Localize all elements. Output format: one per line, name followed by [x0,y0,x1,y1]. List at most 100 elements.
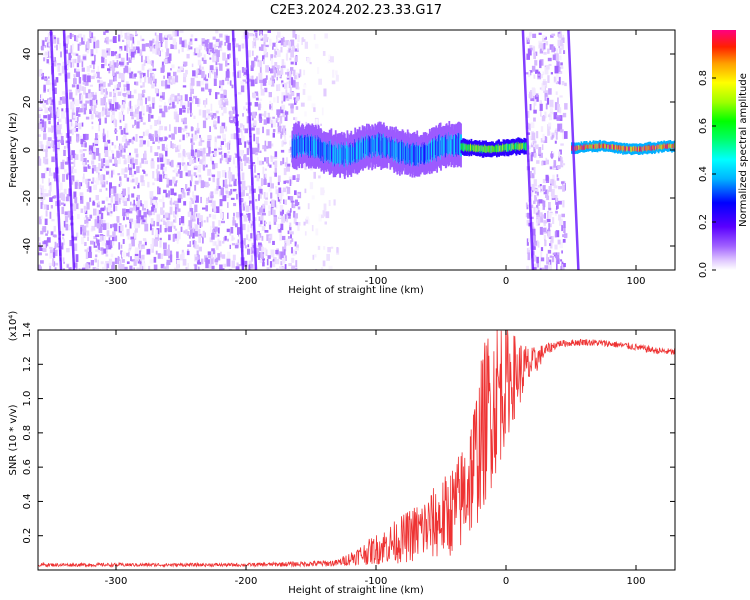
spectrogram-speckle [135,31,137,36]
spectrogram-speckle [38,264,41,270]
spectrogram-speckle [240,81,244,85]
spectrogram-speckle [243,154,247,161]
spectrogram-speckle [240,149,244,156]
spectrogram-speckle [293,210,296,218]
spectrogram-speckle [167,244,170,253]
spectrogram-speckle [526,248,530,254]
spectrogram-speckle [68,267,72,270]
spectrogram-speckle [42,149,47,152]
spectrogram-speckle [82,157,87,165]
spectrogram-speckle [542,38,546,42]
spectrogram-speckle [48,121,51,125]
spectrogram-speckle [139,263,143,270]
spectrogram-speckle [154,197,158,200]
spectrogram-speckle [43,84,46,92]
spectrogram-speckle [296,92,300,100]
spectrogram-speckle [269,224,272,230]
spectrogram-speckle [153,256,157,263]
spectrogram-speckle [94,219,97,227]
spectrogram-speckle [134,119,137,126]
spectrogram-speckle [197,158,200,162]
spectrogram-speckle [245,205,250,213]
spectrogram-speckle [527,38,530,42]
spectrogram-speckle [269,261,273,268]
spectrogram-speckle [131,193,135,198]
spectrogram-speckle [273,97,276,103]
spectrogram-speckle [277,50,281,57]
spectrogram-speckle [284,244,287,252]
spectrogram-speckle [112,236,115,242]
spectrogram-speckle [557,97,559,105]
spectrogram-speckle [197,217,200,225]
spectrogram-speckle [228,184,233,187]
spectrogram-speckle [283,40,287,47]
spectrogram-speckle [180,226,183,232]
spectrogram-speckle [234,244,239,249]
spectrogram-speckle [119,259,122,266]
spectrogram-speckle [174,203,179,211]
spectrogram-speckle [531,132,536,141]
spectrogram-speckle [540,257,545,262]
spectrogram-speckle [91,160,95,165]
spectrogram-speckle [537,185,541,188]
spectrogram-speckle [266,129,270,136]
spectrogram-speckle [274,167,277,175]
spectrogram-speckle [263,192,266,199]
spectrogram-speckle [174,192,177,196]
spectrogram-speckle [192,191,194,198]
spectrogram-speckle [189,241,191,246]
spectrogram-speckle [89,65,92,68]
spectrogram-speckle [227,141,230,150]
spectrogram-speckle [109,103,112,110]
spectrogram-speckle [149,46,153,52]
spectrogram-speckle [216,178,220,186]
spectrogram-speckle [82,162,86,170]
spectrogram-speckle [74,35,77,42]
spectrogram-speckle [118,72,122,79]
spectrogram-speckle [56,125,61,130]
spectrogram-speckle [113,223,118,232]
spectrogram-speckle [256,127,260,135]
spectrogram-speckle [272,119,276,127]
spectrogram-speckle [283,131,286,137]
spectrogram-speckle [141,266,144,270]
spectrogram-speckle [205,43,209,52]
spectrogram-speckle [285,180,289,184]
spectrogram-speckle [38,123,42,130]
spectrogram-speckle [214,126,217,130]
spectrogram-speckle [239,162,243,170]
spectrogram-speckle [251,162,254,167]
spectrogram-speckle [217,253,221,261]
spectrogram-speckle [140,35,142,42]
spectrogram-speckle [255,152,258,156]
spectrogram-speckle [100,247,104,251]
spectrogram-speckle [135,204,140,212]
spectrogram-speckle [160,95,164,100]
spectrogram-speckle [532,88,536,95]
spectrogram-speckle [197,53,200,57]
spectrogram-speckle [231,243,236,246]
spectrogram-speckle [219,158,222,164]
spectrogram-speckle [136,215,141,219]
spectrogram-speckle [277,31,281,38]
spectrogram-speckle [47,137,52,141]
spectrogram-speckle [57,127,61,135]
spectrogram-speckle [254,175,257,178]
spectrogram-speckle [215,60,218,66]
spectrogram-speckle [154,130,158,138]
spectrogram-speckle [258,103,261,111]
spectrogram-speckle [261,258,265,261]
spectrogram-speckle [142,238,147,241]
spectrogram-speckle [197,174,199,178]
spectrogram-speckle [154,239,158,247]
spectrogram-speckle [201,258,204,265]
spectrogram-speckle [110,240,113,248]
spectrogram-speckle [84,249,88,252]
spectrogram-xlabel: Height of straight line (km) [288,285,424,296]
spectrogram-speckle [562,200,565,208]
spectrogram-speckle [196,259,200,265]
spectrogram-speckle [325,211,330,219]
spectrogram-speckle [286,81,289,84]
spectrogram-speckle [556,104,560,110]
spectrogram-speckle [71,84,76,88]
